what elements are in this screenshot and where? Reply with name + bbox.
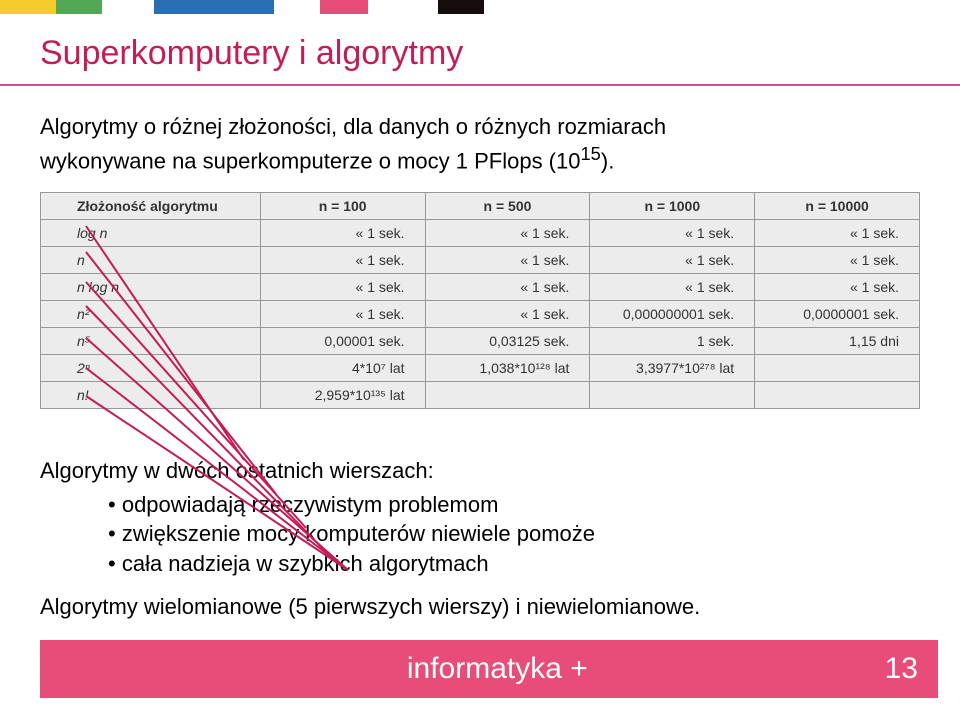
table-cell: n!	[41, 382, 261, 409]
bar-seg-5	[274, 0, 320, 14]
table-cell	[425, 382, 590, 409]
table-cell: « 1 sek.	[260, 220, 425, 247]
table-cell: 1,15 dni	[755, 328, 920, 355]
slide-title: Superkomputery i algorytmy	[40, 34, 463, 73]
closing-paragraph: Algorytmy wielomianowe (5 pierwszych wie…	[40, 592, 920, 622]
table-row: n!2,959*10¹³⁵ lat	[41, 382, 920, 409]
table-row: n²« 1 sek.« 1 sek.0,000000001 sek.0,0000…	[41, 301, 920, 328]
table-cell: 0,000000001 sek.	[590, 301, 755, 328]
table-cell: 0,0000001 sek.	[755, 301, 920, 328]
table-cell: « 1 sek.	[425, 301, 590, 328]
title-underline	[0, 84, 960, 86]
table-row: 2ⁿ4*10⁷ lat1,038*10¹²⁸ lat3,3977*10²⁷⁸ l…	[41, 355, 920, 382]
table-cell: 0,03125 sek.	[425, 328, 590, 355]
table-row: n⁵0,00001 sek.0,03125 sek.1 sek.1,15 dni	[41, 328, 920, 355]
table-cell: « 1 sek.	[260, 301, 425, 328]
table-cell: « 1 sek.	[425, 247, 590, 274]
bar-seg-1	[0, 0, 56, 14]
table-row: n« 1 sek.« 1 sek.« 1 sek.« 1 sek.	[41, 247, 920, 274]
table-cell: « 1 sek.	[260, 247, 425, 274]
footer-page-number: 13	[885, 652, 938, 686]
table-cell: « 1 sek.	[755, 220, 920, 247]
table-cell: n⁵	[41, 328, 261, 355]
bullet-1: odpowiadają rzeczywistym problemom	[108, 490, 920, 520]
table-cell: 0,00001 sek.	[260, 328, 425, 355]
bar-seg-7	[368, 0, 438, 14]
th-0: Złożoność algorytmu	[41, 193, 261, 220]
table-cell: « 1 sek.	[755, 274, 920, 301]
table-cell: 1 sek.	[590, 328, 755, 355]
table-cell: 2,959*10¹³⁵ lat	[260, 382, 425, 409]
table-cell: n²	[41, 301, 261, 328]
intro-line-2: wykonywane na superkomputerze o mocy 1 P…	[40, 148, 580, 173]
table-cell	[755, 382, 920, 409]
table-cell: 3,3977*10²⁷⁸ lat	[590, 355, 755, 382]
table-cell: 1,038*10¹²⁸ lat	[425, 355, 590, 382]
bullet-list: odpowiadają rzeczywistym problemom zwięk…	[40, 490, 920, 579]
th-1: n = 100	[260, 193, 425, 220]
table-cell: « 1 sek.	[260, 274, 425, 301]
table-header-row: Złożoność algorytmu n = 100 n = 500 n = …	[41, 193, 920, 220]
complexity-table: Złożoność algorytmu n = 100 n = 500 n = …	[40, 192, 920, 409]
bullet-2: zwiększenie mocy komputerów niewiele pom…	[108, 519, 920, 549]
table-cell	[590, 382, 755, 409]
table-cell: « 1 sek.	[590, 247, 755, 274]
table-cell: log n	[41, 220, 261, 247]
bar-seg-3	[102, 0, 154, 14]
bar-seg-6	[320, 0, 368, 14]
table-cell: « 1 sek.	[425, 274, 590, 301]
bullet-paragraph: Algorytmy w dwóch ostatnich wierszach: o…	[40, 456, 920, 579]
bar-seg-2	[56, 0, 102, 14]
table-cell: « 1 sek.	[425, 220, 590, 247]
table-cell	[755, 355, 920, 382]
footer-text: informatyka +	[40, 652, 885, 686]
th-3: n = 1000	[590, 193, 755, 220]
bar-seg-4	[154, 0, 274, 14]
intro-sup: 15	[580, 143, 600, 164]
slide-footer: informatyka + 13	[40, 640, 938, 698]
table-cell: « 1 sek.	[590, 220, 755, 247]
bar-seg-9	[484, 0, 960, 14]
intro-paragraph: Algorytmy o różnej złożoności, dla danyc…	[40, 112, 920, 176]
table-cell: n log n	[41, 274, 261, 301]
slide-top-color-bar	[0, 0, 960, 14]
bullet-3: cała nadzieja w szybkich algorytmach	[108, 549, 920, 579]
table-cell: 2ⁿ	[41, 355, 261, 382]
table-cell: « 1 sek.	[755, 247, 920, 274]
complexity-table-wrap: Złożoność algorytmu n = 100 n = 500 n = …	[40, 192, 920, 409]
th-2: n = 500	[425, 193, 590, 220]
table-cell: n	[41, 247, 261, 274]
bullet-intro: Algorytmy w dwóch ostatnich wierszach:	[40, 458, 434, 483]
table-cell: 4*10⁷ lat	[260, 355, 425, 382]
bar-seg-8	[438, 0, 484, 14]
intro-tail: ).	[601, 148, 614, 173]
table-cell: « 1 sek.	[590, 274, 755, 301]
th-4: n = 10000	[755, 193, 920, 220]
table-row: log n« 1 sek.« 1 sek.« 1 sek.« 1 sek.	[41, 220, 920, 247]
intro-line-1: Algorytmy o różnej złożoności, dla danyc…	[40, 114, 666, 139]
table-row: n log n« 1 sek.« 1 sek.« 1 sek.« 1 sek.	[41, 274, 920, 301]
